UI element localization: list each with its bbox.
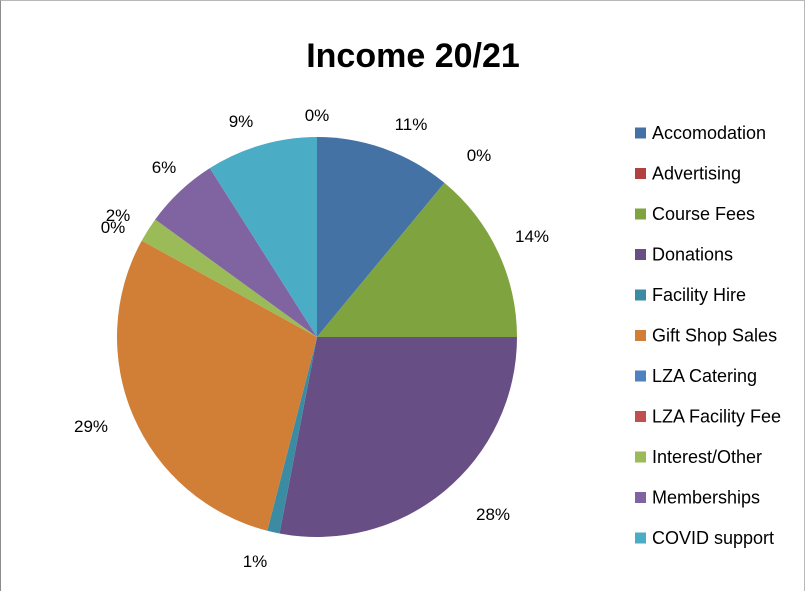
pie-slice-gift-shop-sales	[116, 240, 317, 531]
legend-swatch-accomodation	[635, 127, 646, 139]
pie-slice-accomodation	[317, 137, 445, 337]
legend-label-facility-hire: Facility Hire	[652, 285, 746, 305]
pie-slice-interest-other	[141, 219, 317, 337]
legend-label-donations: Donations	[652, 245, 733, 265]
pie-slice-facility-hire	[267, 337, 317, 534]
legend-label-lza-facility-fee: LZA Facility Fee	[652, 407, 781, 427]
legend-label-advertising: Advertising	[652, 164, 741, 184]
legend-label-memberships: Memberships	[652, 488, 760, 508]
legend-swatch-memberships	[635, 492, 646, 503]
legend-swatch-advertising	[635, 168, 646, 179]
pie-slices	[116, 137, 518, 538]
legend-swatch-lza-facility-fee	[635, 411, 646, 422]
pie-slice-memberships	[155, 168, 317, 337]
chart-title: Income 20/21	[306, 37, 520, 75]
pie-slice-covid-support	[209, 137, 317, 337]
legend-swatch-donations	[635, 249, 646, 260]
legend-swatch-facility-hire	[635, 289, 646, 301]
data-label-memberships: 6%	[152, 158, 177, 177]
data-label-course-fees: 14%	[515, 227, 549, 246]
data-label-donations: 28%	[476, 505, 510, 524]
data-label-facility-hire: 1%	[243, 552, 268, 571]
legend-swatch-course-fees	[635, 208, 646, 220]
legend-label-gift-shop-sales: Gift Shop Sales	[652, 326, 777, 346]
data-label-lza-facility-fee: 0%	[101, 218, 126, 237]
legend-label-course-fees: Course Fees	[652, 204, 755, 224]
legend-label-interest-other: Interest/Other	[652, 447, 762, 467]
data-label-accomodation: 11%	[395, 115, 428, 134]
legend: Accomodation Advertising Course Fees Donati…	[635, 123, 781, 548]
data-label-gift-shop-sales: 29%	[74, 417, 108, 436]
legend-swatch-covid-support	[635, 532, 646, 544]
legend-label-accomodation: Accomodation	[652, 123, 766, 143]
legend-swatch-lza-catering	[635, 370, 646, 382]
data-labels: 11%0%14%28%1%29%0%2%6%9% 0%	[74, 106, 549, 571]
legend-label-covid-support: COVID support	[652, 528, 774, 548]
legend-swatch-interest-other	[635, 451, 646, 463]
pie-slice-course-fees	[317, 182, 517, 337]
legend-swatch-gift-shop-sales	[635, 330, 646, 341]
data-label-top: 0%	[305, 106, 330, 125]
data-label-covid-support: 9%	[229, 112, 254, 131]
data-label-interest-other: 2%	[106, 206, 131, 225]
legend-label-lza-catering: LZA Catering	[652, 366, 757, 386]
pie-slice-donations	[279, 337, 518, 538]
data-label-advertising: 0%	[467, 146, 492, 165]
